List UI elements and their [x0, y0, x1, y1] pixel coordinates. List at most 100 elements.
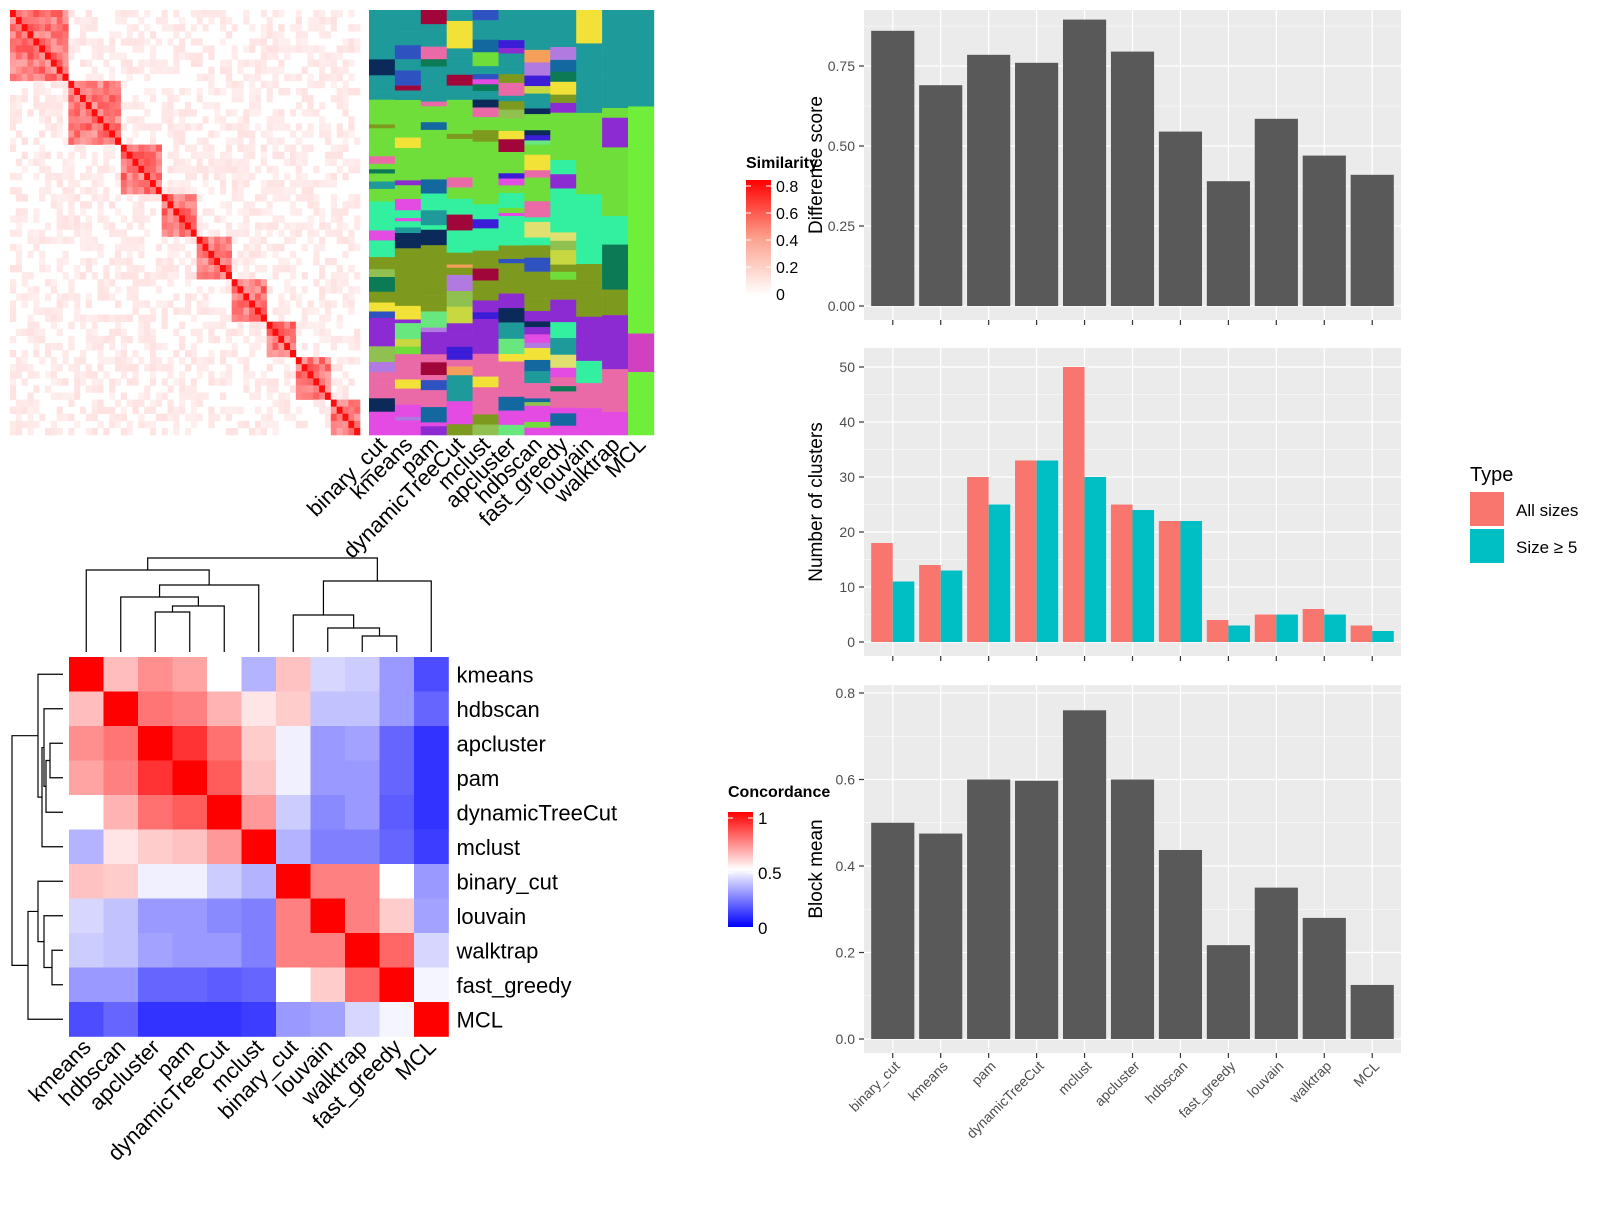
similarity-cell [74, 229, 81, 237]
similarity-cell [319, 243, 326, 252]
similarity-cell [266, 328, 273, 337]
similarity-cell [126, 293, 133, 301]
bar [1350, 984, 1394, 1039]
similarity-cell [126, 151, 133, 160]
similarity-cell [202, 137, 209, 145]
similarity-cell [202, 24, 209, 32]
similarity-cell [74, 137, 81, 145]
similarity-cell [272, 399, 279, 407]
similarity-cell [138, 151, 145, 160]
bar-size-ge5 [1276, 614, 1298, 642]
similarity-cell [225, 222, 232, 230]
similarity-cell [15, 38, 22, 46]
similarity-cell [313, 321, 320, 330]
similarity-cell [173, 109, 180, 117]
similarity-cell [284, 236, 291, 245]
similarity-cell [33, 45, 40, 53]
similarity-cell [150, 427, 157, 436]
membership-segment [394, 319, 422, 324]
similarity-cell [284, 300, 291, 308]
similarity-cell [196, 392, 203, 400]
similarity-cell [138, 187, 145, 195]
similarity-cell [150, 350, 157, 358]
similarity-cell [284, 286, 291, 294]
similarity-cell [80, 87, 87, 96]
similarity-cell [214, 165, 221, 174]
concordance-cell [138, 967, 173, 1003]
similarity-cell [56, 59, 63, 67]
similarity-cell [266, 364, 273, 372]
similarity-cell [278, 24, 285, 32]
bar [1206, 945, 1250, 1039]
similarity-cell [348, 420, 355, 429]
similarity-cell [27, 293, 34, 301]
concordance-row-label: MCL [457, 1007, 503, 1032]
similarity-cell [295, 24, 302, 32]
membership-segment [524, 257, 551, 272]
similarity-cell [278, 66, 285, 75]
similarity-cell [173, 243, 180, 252]
similarity-cell [150, 378, 157, 386]
similarity-cell [313, 342, 320, 351]
similarity-cell [68, 52, 75, 60]
similarity-cell [138, 165, 145, 174]
similarity-cell [109, 95, 116, 103]
similarity-cell [190, 399, 197, 407]
similarity-cell [144, 123, 151, 131]
similarity-cell [74, 194, 81, 202]
membership-segment [524, 49, 551, 63]
concordance-cell [172, 864, 208, 899]
membership-segment [394, 366, 422, 380]
similarity-cell [56, 364, 63, 372]
membership-segment [524, 281, 551, 288]
similarity-cell [132, 300, 139, 308]
similarity-cell [214, 250, 221, 259]
similarity-cell [132, 187, 139, 195]
bar-size-ge5 [1084, 477, 1107, 642]
similarity-cell [10, 59, 17, 67]
membership-segment [576, 264, 603, 286]
similarity-cell [319, 31, 326, 39]
similarity-cell [80, 378, 87, 386]
similarity-cell [278, 265, 285, 273]
similarity-cell [266, 130, 273, 138]
similarity-cell [272, 350, 279, 358]
similarity-cell [150, 66, 157, 75]
similarity-cell [138, 243, 145, 252]
similarity-cell [231, 45, 238, 53]
concordance-cell [103, 933, 139, 968]
membership-segment [369, 128, 396, 144]
similarity-cell [202, 151, 209, 160]
similarity-cell [21, 399, 28, 407]
similarity-cell [85, 314, 92, 322]
similarity-cell [126, 335, 133, 344]
legend-label-size-ge5: Size ≥ 5 [1516, 538, 1577, 557]
similarity-cell [126, 257, 133, 266]
similarity-cell [10, 314, 17, 322]
similarity-cell [144, 279, 151, 287]
similarity-cell [330, 229, 337, 237]
membership-segment [498, 258, 525, 264]
similarity-cell [278, 194, 285, 202]
similarity-cell [132, 286, 139, 294]
similarity-cell [173, 265, 180, 273]
membership-segment [472, 23, 499, 40]
similarity-cell [173, 194, 180, 202]
membership-segment [420, 153, 447, 168]
membership-segment [524, 177, 551, 183]
similarity-cell [62, 158, 69, 167]
similarity-cell [21, 95, 28, 103]
similarity-cell [278, 293, 285, 301]
membership-segment [420, 375, 447, 381]
similarity-cell [208, 236, 215, 245]
similarity-cell [109, 293, 116, 301]
similarity-cell [354, 87, 361, 96]
concordance-cell [379, 1002, 415, 1037]
concordance-cell [103, 864, 139, 899]
membership-segment [472, 99, 499, 108]
similarity-cell [237, 286, 244, 294]
similarity-cell [132, 158, 139, 167]
similarity-cell [161, 201, 168, 209]
concordance-cell [241, 657, 277, 692]
similarity-cell [330, 144, 337, 152]
